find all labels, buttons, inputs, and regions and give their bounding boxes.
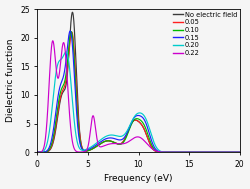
0.15: [238, 151, 241, 153]
Line: 0.20: 0.20: [38, 52, 240, 152]
0.20: [36, 151, 39, 153]
0.10: [70, 30, 73, 33]
0.22: [114, 142, 116, 145]
Line: 0.05: 0.05: [38, 32, 240, 152]
0.22: [51, 40, 54, 42]
0.05: [36, 151, 39, 153]
0.15: [36, 151, 39, 153]
0.10: [59, 91, 62, 93]
0.15: [114, 138, 116, 140]
No electric field: [238, 151, 241, 153]
0.15: [71, 46, 74, 48]
Line: 0.22: 0.22: [38, 41, 240, 152]
0.15: [122, 137, 125, 139]
0.20: [59, 59, 62, 61]
0.15: [234, 151, 237, 153]
0.05: [71, 33, 74, 35]
0.15: [212, 151, 216, 153]
0.20: [114, 134, 116, 137]
0.20: [122, 134, 125, 136]
0.20: [234, 151, 237, 153]
Line: 0.10: 0.10: [38, 32, 240, 152]
0.22: [122, 143, 125, 145]
0.20: [238, 151, 241, 153]
No electric field: [122, 140, 125, 142]
No electric field: [71, 11, 74, 13]
No electric field: [36, 151, 39, 153]
0.10: [114, 142, 116, 144]
0.20: [71, 101, 74, 103]
Y-axis label: Dielectric function: Dielectric function: [6, 39, 15, 122]
0.10: [238, 151, 241, 153]
0.10: [71, 36, 74, 38]
Legend: No electric field, 0.05, 0.10, 0.15, 0.20, 0.22: No electric field, 0.05, 0.10, 0.15, 0.2…: [172, 11, 238, 57]
0.22: [71, 141, 74, 143]
0.10: [212, 151, 216, 153]
0.22: [234, 151, 237, 153]
0.10: [234, 151, 237, 153]
0.05: [122, 140, 125, 142]
0.20: [212, 151, 216, 153]
0.22: [36, 151, 39, 153]
0.10: [36, 151, 39, 153]
0.10: [122, 141, 125, 143]
0.05: [238, 151, 241, 153]
0.22: [212, 151, 216, 153]
0.05: [59, 96, 62, 98]
0.05: [234, 151, 237, 153]
No electric field: [114, 142, 116, 144]
No electric field: [71, 11, 74, 13]
0.22: [59, 62, 62, 64]
0.05: [212, 151, 216, 153]
Line: 0.15: 0.15: [38, 31, 240, 152]
X-axis label: Frequency (eV): Frequency (eV): [104, 174, 173, 184]
Line: No electric field: No electric field: [38, 12, 240, 152]
0.22: [238, 151, 241, 153]
0.15: [69, 30, 72, 32]
0.05: [114, 142, 116, 144]
No electric field: [234, 151, 237, 153]
0.15: [59, 84, 62, 86]
No electric field: [59, 99, 62, 101]
No electric field: [212, 151, 216, 153]
0.05: [70, 31, 73, 33]
0.20: [64, 51, 68, 53]
